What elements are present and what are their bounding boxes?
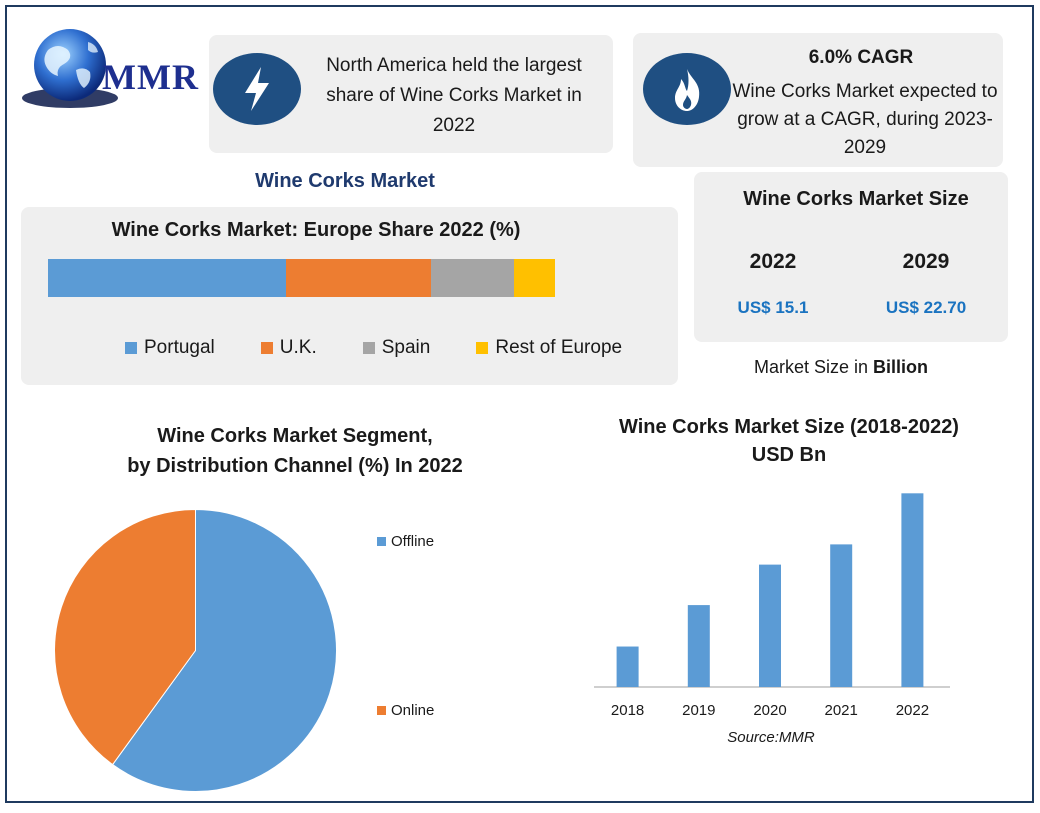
pie-legend-item: Online <box>377 702 434 719</box>
bar-2019 <box>687 605 710 687</box>
market-size-2022: 2022 US$ 15.1 <box>708 250 838 318</box>
legend-swatch <box>377 706 386 715</box>
europe-legend: Portugal U.K. Spain Rest of Europe <box>125 337 668 359</box>
flame-icon-badge <box>643 53 731 125</box>
x-tick-label: 2018 <box>611 702 644 719</box>
legend-item: U.K. <box>260 337 317 359</box>
stack-segment-portugal <box>48 259 287 297</box>
pie-title-line1: Wine Corks Market Segment, <box>157 425 433 447</box>
europe-share-card: Wine Corks Market: Europe Share 2022 (%)… <box>21 207 678 385</box>
legend-label: Portugal <box>144 337 215 358</box>
market-size-card: Wine Corks Market Size 2022 US$ 15.1 202… <box>694 172 1008 342</box>
bar-chart-source: Source:MMR <box>727 729 815 746</box>
legend-swatch <box>476 342 489 354</box>
legend-item: Rest of Europe <box>476 337 622 359</box>
market-size-title: Wine Corks Market Size <box>743 188 969 210</box>
stack-segment-rest-of-europe <box>514 259 555 297</box>
cagr-title: 6.0% CAGR <box>808 47 914 68</box>
legend-label: Spain <box>381 337 431 358</box>
cagr-text: Wine Corks Market expected to grow at a … <box>732 81 998 158</box>
legend-label: Offline <box>391 533 435 550</box>
legend-label: U.K. <box>279 337 317 358</box>
pie-title-line2: by Distribution Channel (%) In 2022 <box>127 455 463 477</box>
bar-2018 <box>616 646 639 687</box>
bar-2020 <box>759 564 781 687</box>
market-size-value: US$ 22.70 <box>885 298 967 317</box>
europe-stacked-bar <box>48 259 555 297</box>
pie-chart <box>52 507 339 794</box>
market-size-year: 2022 <box>749 250 797 273</box>
logo-text: MMR <box>102 57 199 97</box>
x-tick-label: 2021 <box>825 702 858 719</box>
stack-segment-spain <box>430 259 515 297</box>
bar-2021 <box>830 544 853 687</box>
lightning-icon-badge <box>213 53 301 125</box>
legend-label: Rest of Europe <box>495 337 623 358</box>
bar-chart-title: Wine Corks Market Size (2018-2022) USD B… <box>580 413 998 469</box>
stack-segment-u-k <box>286 259 431 297</box>
bar-title-line1: Wine Corks Market Size (2018-2022) <box>619 416 959 438</box>
bar-title-line2: USD Bn <box>751 444 827 466</box>
market-size-note-prefix: Market Size in <box>753 357 874 377</box>
legend-item: Spain <box>362 337 431 359</box>
bar-chart: 2018 2019 2020 2021 2022 <box>590 475 960 735</box>
globe-icon <box>22 29 118 108</box>
legend-label: Online <box>391 702 435 719</box>
pie-slice-offline <box>111 508 337 792</box>
market-size-value: US$ 15.1 <box>737 298 809 317</box>
flame-icon <box>675 69 700 111</box>
pie-chart-title: Wine Corks Market Segment, by Distributi… <box>90 421 500 481</box>
legend-swatch <box>362 342 375 354</box>
section-title: Wine Corks Market <box>255 170 435 192</box>
north-america-card: North America held the largest share of … <box>209 35 613 153</box>
pie-legend-item: Offline <box>377 533 434 550</box>
market-size-note: Market Size in Billion <box>700 357 982 378</box>
pie-chart-svg <box>54 508 337 792</box>
lightning-icon <box>245 67 269 111</box>
north-america-text: North America held the largest share of … <box>326 55 582 136</box>
market-size-note-unit: Billion <box>873 357 929 377</box>
bar-chart-svg: 2018 2019 2020 2021 2022 <box>594 493 950 719</box>
legend-swatch <box>260 342 273 354</box>
market-size-2029: 2029 US$ 22.70 <box>861 250 991 318</box>
legend-swatch <box>125 342 137 354</box>
mmr-logo: MMR <box>18 20 208 120</box>
x-tick-label: 2019 <box>682 702 715 719</box>
market-size-year: 2029 <box>902 250 950 273</box>
legend-item: Portugal <box>125 337 215 359</box>
pie-slice-online <box>54 508 196 766</box>
bar-2022 <box>901 493 924 687</box>
legend-swatch <box>377 537 386 546</box>
europe-chart-title: Wine Corks Market: Europe Share 2022 (%) <box>111 219 521 241</box>
cagr-card: 6.0% CAGR Wine Corks Market expected to … <box>633 33 1003 167</box>
x-tick-label: 2020 <box>753 702 786 719</box>
x-tick-label: 2022 <box>896 702 929 719</box>
